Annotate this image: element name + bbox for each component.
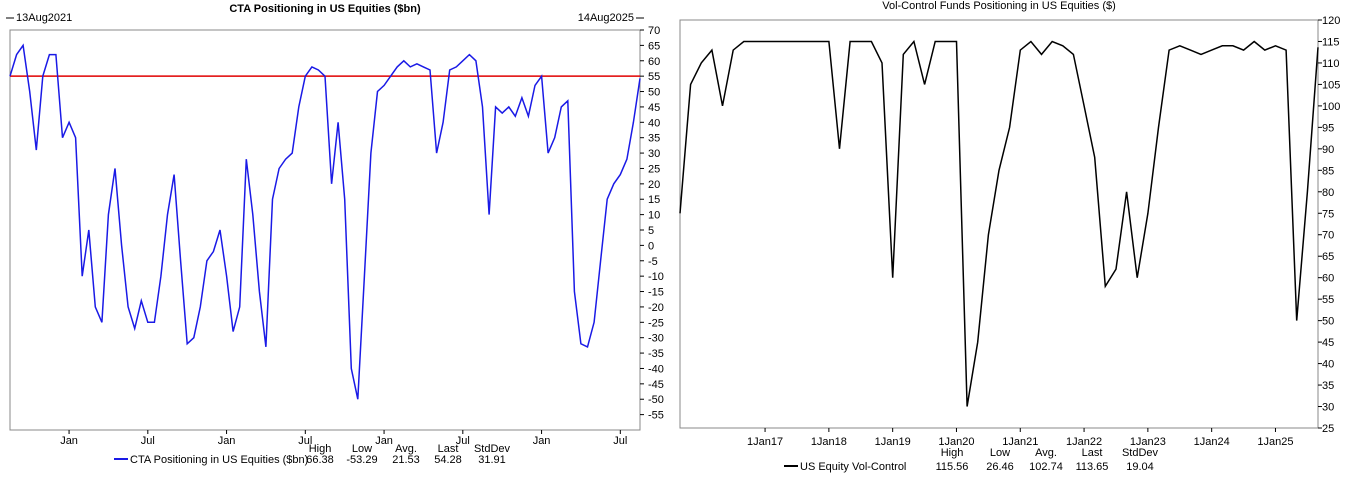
end-label: 14Aug2025 bbox=[578, 12, 634, 24]
y-tick-label: -35 bbox=[648, 348, 664, 360]
y-tick-label: -20 bbox=[648, 302, 664, 314]
y-tick-label: 30 bbox=[648, 148, 660, 160]
y-tick-label: 80 bbox=[1322, 187, 1334, 199]
y-tick-label: 50 bbox=[1322, 316, 1334, 328]
y-tick-label: -50 bbox=[648, 394, 664, 406]
y-tick-label: 100 bbox=[1322, 101, 1340, 113]
y-tick-label: 85 bbox=[1322, 165, 1334, 177]
y-tick-label: 30 bbox=[1322, 402, 1334, 414]
x-tick-label: Jan bbox=[533, 435, 551, 447]
y-tick-label: 90 bbox=[1322, 144, 1334, 156]
y-tick-label: 110 bbox=[1322, 58, 1340, 70]
x-tick-label: 1Jan22 bbox=[1066, 436, 1102, 448]
plot-frame bbox=[679, 19, 1319, 429]
x-tick-label: 1Jan21 bbox=[1002, 436, 1038, 448]
y-tick-label: 40 bbox=[1322, 359, 1334, 371]
y-tick-label: 45 bbox=[648, 102, 660, 114]
y-tick-label: 35 bbox=[1322, 380, 1334, 392]
y-tick-label: 10 bbox=[648, 210, 660, 222]
y-tick-label: 120 bbox=[1322, 15, 1340, 27]
y-tick-label: -55 bbox=[648, 410, 664, 422]
y-tick-label: 65 bbox=[648, 40, 660, 52]
y-tick-label: 45 bbox=[1322, 337, 1334, 349]
stat-label: High bbox=[941, 447, 964, 459]
chart-title: CTA Positioning in US Equities ($bn) bbox=[229, 3, 421, 15]
series-line bbox=[9, 43, 641, 400]
y-tick-label: 40 bbox=[648, 117, 660, 129]
x-tick-label: 1Jan23 bbox=[1130, 436, 1166, 448]
start-label: 13Aug2021 bbox=[16, 12, 72, 24]
stat-value: 19.04 bbox=[1126, 461, 1154, 473]
stat-label: Last bbox=[1082, 447, 1103, 459]
x-tick-label: 1Jan20 bbox=[938, 436, 974, 448]
y-tick-label: -5 bbox=[648, 256, 658, 268]
y-tick-label: 25 bbox=[1322, 423, 1334, 435]
x-tick-label: 1Jan18 bbox=[811, 436, 847, 448]
stat-label: StdDev bbox=[1122, 447, 1159, 459]
stat-value: 102.74 bbox=[1029, 461, 1063, 473]
stat-value: 26.46 bbox=[986, 461, 1014, 473]
y-tick-label: 35 bbox=[648, 133, 660, 145]
y-tick-label: 70 bbox=[648, 25, 660, 37]
y-tick-label: 55 bbox=[1322, 294, 1334, 306]
series-line bbox=[679, 39, 1319, 407]
y-tick-label: 65 bbox=[1322, 251, 1334, 263]
stat-value: 31.91 bbox=[478, 454, 506, 466]
stat-label: Low bbox=[990, 447, 1010, 459]
y-tick-label: -25 bbox=[648, 317, 664, 329]
y-tick-label: 70 bbox=[1322, 230, 1334, 242]
y-tick-label: -40 bbox=[648, 363, 664, 375]
legend-label: US Equity Vol-Control bbox=[800, 461, 906, 473]
y-tick-label: -30 bbox=[648, 333, 664, 345]
y-tick-label: 105 bbox=[1322, 79, 1340, 91]
x-tick-label: Jan bbox=[60, 435, 78, 447]
stat-value: 66.38 bbox=[306, 454, 334, 466]
y-tick-label: 60 bbox=[1322, 273, 1334, 285]
y-tick-label: 50 bbox=[648, 87, 660, 99]
stat-value: 54.28 bbox=[434, 454, 462, 466]
x-tick-label: Jul bbox=[456, 435, 470, 447]
stat-label: Avg. bbox=[395, 443, 417, 455]
chart-title: Vol-Control Funds Positioning in US Equi… bbox=[882, 0, 1116, 12]
x-tick-label: Jul bbox=[141, 435, 155, 447]
x-tick-label: Jul bbox=[298, 435, 312, 447]
x-tick-label: Jul bbox=[613, 435, 627, 447]
stat-value: 21.53 bbox=[392, 454, 420, 466]
x-tick-label: Jan bbox=[375, 435, 393, 447]
y-tick-label: 15 bbox=[648, 194, 660, 206]
stat-value: -53.29 bbox=[346, 454, 377, 466]
x-tick-label: 1Jan19 bbox=[875, 436, 911, 448]
y-tick-label: 95 bbox=[1322, 122, 1334, 134]
y-tick-label: 25 bbox=[648, 163, 660, 175]
plot-frame bbox=[9, 29, 641, 431]
y-tick-label: 20 bbox=[648, 179, 660, 191]
stat-label: Avg. bbox=[1035, 447, 1057, 459]
y-tick-label: 5 bbox=[648, 225, 654, 237]
stat-label: Last bbox=[438, 443, 459, 455]
x-tick-label: 1Jan25 bbox=[1257, 436, 1293, 448]
stat-value: 115.56 bbox=[936, 461, 969, 473]
y-tick-label: -10 bbox=[648, 271, 664, 283]
x-tick-label: Jan bbox=[218, 435, 236, 447]
stat-label: StdDev bbox=[474, 443, 511, 455]
stat-value: 113.65 bbox=[1076, 461, 1109, 473]
y-tick-label: 115 bbox=[1322, 36, 1340, 48]
stat-label: Low bbox=[352, 443, 372, 455]
y-tick-label: -15 bbox=[648, 287, 664, 299]
y-tick-label: 55 bbox=[648, 71, 660, 83]
y-tick-label: 0 bbox=[648, 240, 654, 252]
legend-label: CTA Positioning in US Equities ($bn) bbox=[130, 454, 308, 466]
y-tick-label: 75 bbox=[1322, 208, 1334, 220]
y-tick-label: 60 bbox=[648, 56, 660, 68]
y-tick-label: -45 bbox=[648, 379, 664, 391]
stat-label: High bbox=[309, 443, 332, 455]
x-tick-label: 1Jan17 bbox=[747, 436, 783, 448]
x-tick-label: 1Jan24 bbox=[1194, 436, 1230, 448]
